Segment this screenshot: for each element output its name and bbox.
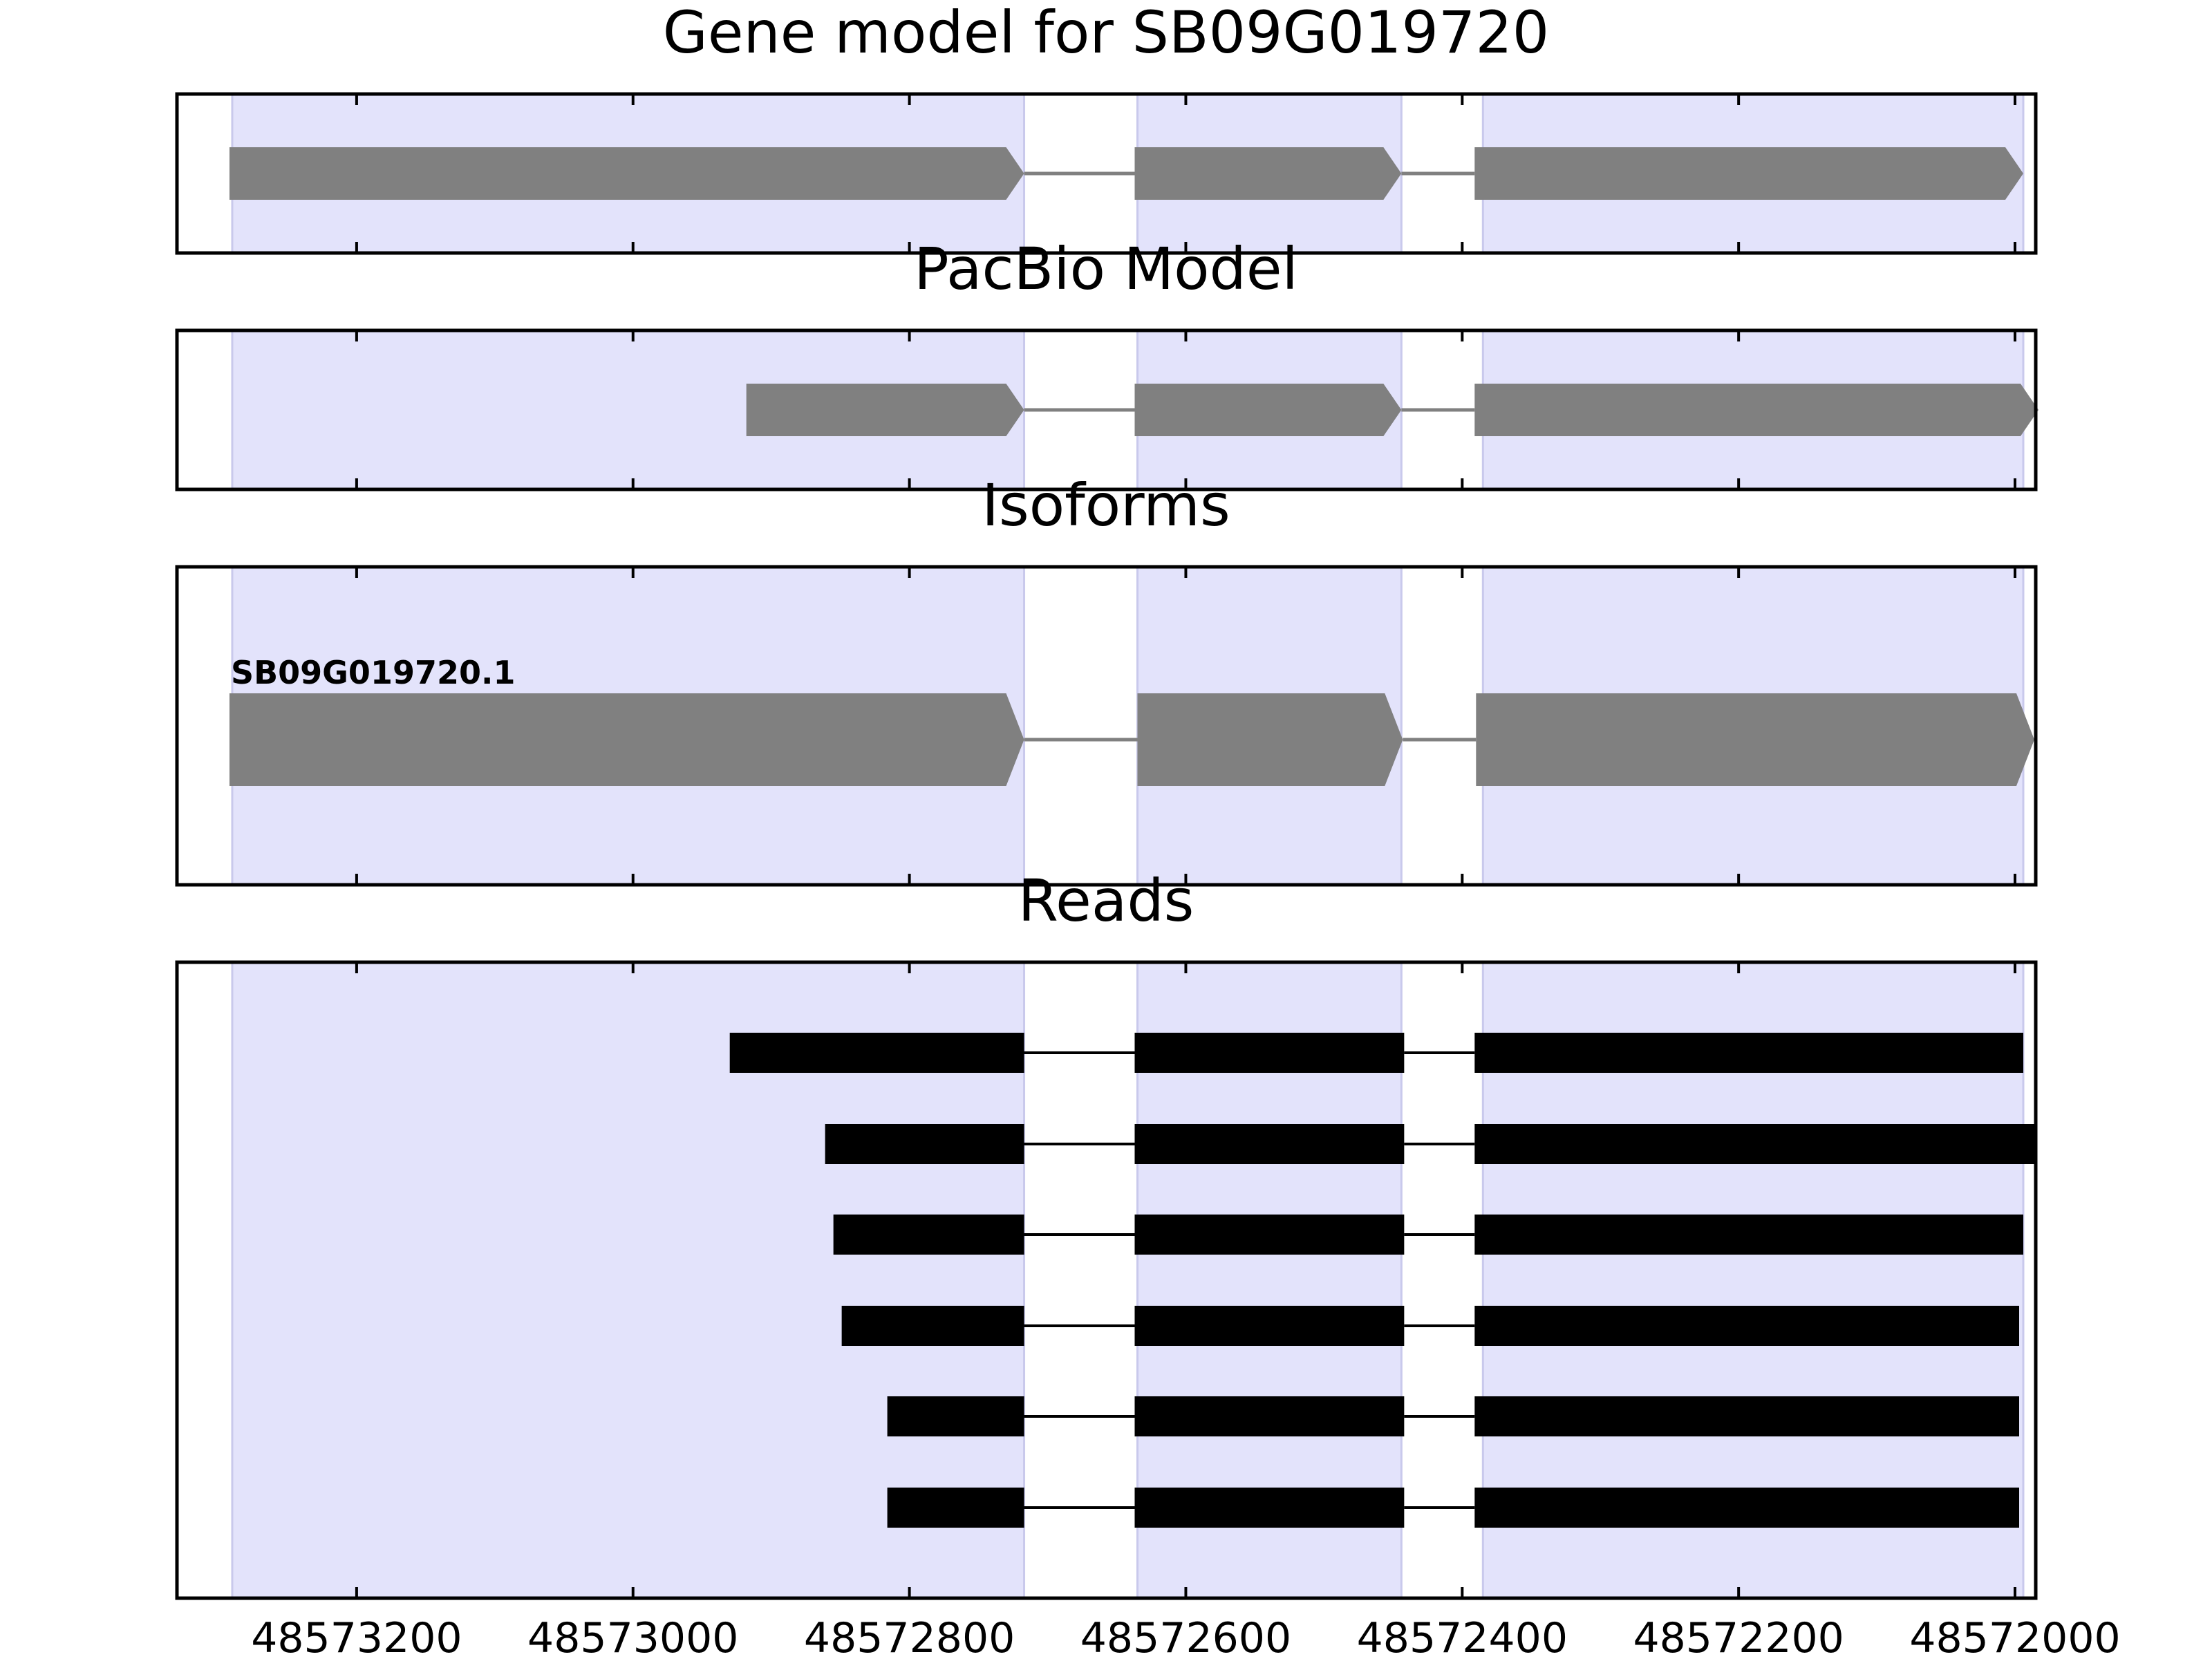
panel-title-reads: Reads — [1018, 867, 1194, 935]
exon-arrow — [1137, 693, 1403, 786]
x-tick-label: 48573200 — [251, 1614, 462, 1659]
x-tick-label: 48572400 — [1357, 1614, 1568, 1659]
read-exon — [825, 1124, 1024, 1164]
exon-arrow — [1134, 384, 1402, 436]
panel-reads: Reads 48573200 48573000 48572800 48572600 48… — [175, 867, 2121, 1659]
read-exon — [833, 1215, 1024, 1255]
exon-arrow — [1134, 147, 1402, 200]
panel-title-isoforms: Isoforms — [982, 471, 1230, 539]
x-tick-label: 48572000 — [1909, 1614, 2120, 1659]
read-exon — [729, 1033, 1024, 1073]
read-exon — [1134, 1306, 1405, 1346]
read-exon — [1474, 1215, 2024, 1255]
panel-title-gene-model: Gene model for SB09G019720 — [663, 0, 1549, 66]
exon-arrow — [1474, 147, 2024, 200]
panel-isoforms: Isoforms SB09G019720.1 — [175, 471, 2038, 887]
x-tick-label: 48572800 — [804, 1614, 1015, 1659]
read-exon — [841, 1306, 1024, 1346]
exon-arrow — [1476, 693, 2035, 786]
x-tick-label: 48573000 — [527, 1614, 738, 1659]
read-exon — [1134, 1124, 1405, 1164]
panel-gene-model: Gene model for SB09G019720 — [175, 0, 2038, 255]
axes-frame-pacbio-model — [175, 328, 2038, 491]
read-exon — [1134, 1396, 1405, 1436]
panel-title-pacbio-model: PacBio Model — [914, 235, 1298, 303]
read-exon — [1474, 1033, 2024, 1073]
read-exon — [1474, 1488, 2020, 1528]
axes-frame-reads — [175, 960, 2038, 1600]
exon-arrow — [229, 147, 1024, 200]
read-exon — [1474, 1396, 2020, 1436]
exon-arrow — [1474, 384, 2038, 436]
isoform-label: SB09G019720.1 — [231, 654, 515, 691]
read-exon — [887, 1396, 1024, 1436]
x-tick-label: 48572200 — [1633, 1614, 1844, 1659]
axes-frame-isoforms — [175, 565, 2038, 887]
read-exon — [1474, 1306, 2020, 1346]
read-exon — [887, 1488, 1024, 1528]
x-tick-label: 48572600 — [1080, 1614, 1291, 1659]
exon-arrow — [746, 384, 1024, 436]
read-exon — [1134, 1215, 1405, 1255]
axes-frame-gene-model — [175, 92, 2038, 255]
read-exon — [1134, 1488, 1405, 1528]
read-exon — [1134, 1033, 1405, 1073]
exon-arrow — [229, 693, 1024, 786]
read-exon — [1474, 1124, 2037, 1164]
panel-pacbio-model: PacBio Model — [175, 235, 2038, 491]
